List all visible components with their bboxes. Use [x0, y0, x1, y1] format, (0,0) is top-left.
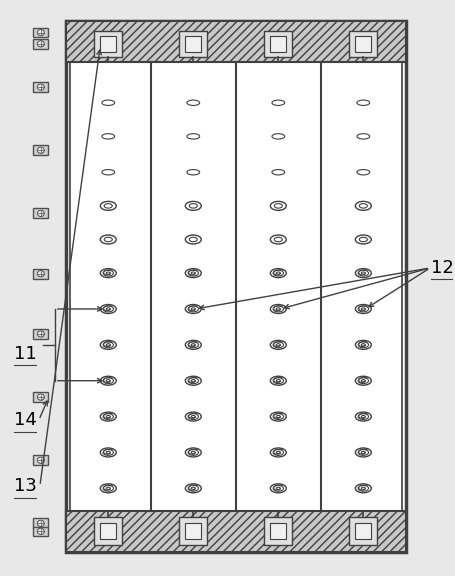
Ellipse shape	[37, 331, 44, 337]
Ellipse shape	[37, 528, 44, 535]
Ellipse shape	[37, 457, 44, 463]
Ellipse shape	[37, 147, 44, 153]
Bar	[264, 31, 292, 57]
Bar	[100, 524, 116, 539]
Ellipse shape	[37, 394, 44, 400]
Bar	[66, 21, 406, 552]
Bar	[33, 329, 49, 339]
Text: 12: 12	[431, 259, 454, 277]
Bar	[270, 524, 286, 539]
Bar	[185, 524, 201, 539]
Ellipse shape	[37, 210, 44, 217]
Ellipse shape	[37, 41, 44, 47]
Ellipse shape	[37, 271, 44, 277]
Bar	[94, 517, 122, 545]
Bar	[70, 25, 402, 548]
Text: 14: 14	[14, 411, 36, 429]
Bar	[33, 456, 49, 465]
Bar	[33, 269, 49, 279]
Bar	[355, 36, 371, 52]
Bar	[264, 517, 292, 545]
Bar	[33, 82, 49, 92]
Text: 13: 13	[14, 477, 36, 495]
Bar	[179, 517, 207, 545]
Bar	[179, 31, 207, 57]
Bar	[33, 28, 49, 37]
Bar	[185, 36, 201, 52]
Bar	[349, 517, 377, 545]
Bar	[33, 39, 49, 49]
Bar	[94, 31, 122, 57]
Bar	[270, 36, 286, 52]
Bar	[349, 31, 377, 57]
Bar	[33, 392, 49, 402]
Text: 11: 11	[14, 345, 36, 363]
Bar	[33, 518, 49, 528]
Bar	[66, 511, 406, 552]
Bar	[33, 209, 49, 218]
Bar	[33, 145, 49, 155]
Ellipse shape	[37, 29, 44, 36]
Bar	[33, 526, 49, 536]
Ellipse shape	[37, 520, 44, 526]
Bar	[66, 21, 406, 62]
Bar	[100, 36, 116, 52]
Bar	[355, 524, 371, 539]
Ellipse shape	[37, 84, 44, 90]
